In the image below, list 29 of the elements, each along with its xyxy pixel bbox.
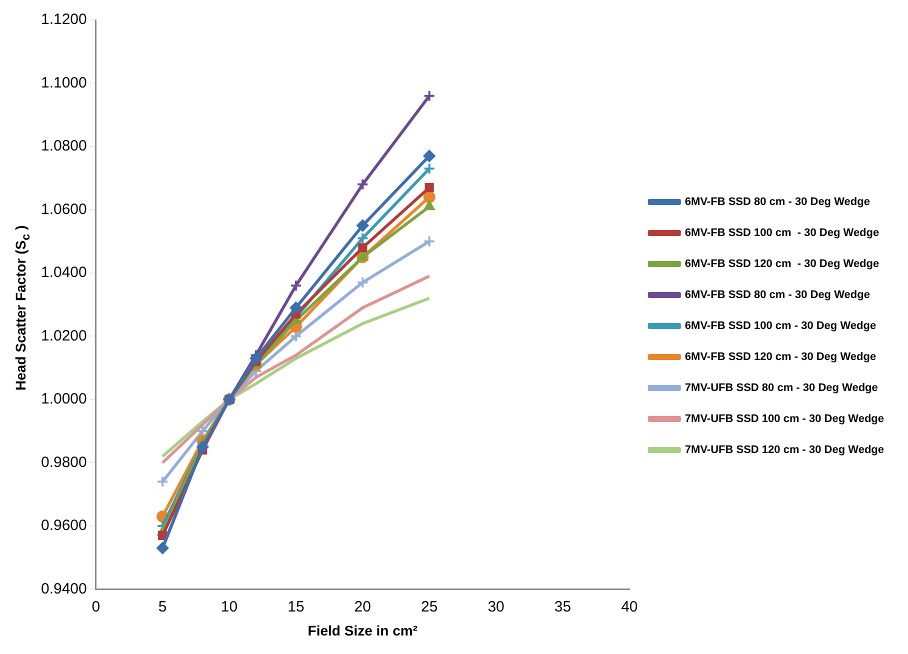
y-tick-label: 0.9400 <box>40 580 87 598</box>
x-tick-label: 25 <box>421 598 438 616</box>
x-tick-label: 0 <box>92 598 100 616</box>
x-tick-label: 30 <box>488 598 504 616</box>
x-tick-label: 40 <box>621 598 638 616</box>
legend-label: 6MV-FB SSD 80 cm - 30 Deg Wedge <box>684 196 870 208</box>
x-tick-label: 15 <box>288 598 304 616</box>
y-tick-label: 1.1200 <box>40 11 87 28</box>
y-tick-label: 1.0400 <box>40 264 87 282</box>
y-tick-label: 1.0000 <box>40 390 87 408</box>
y-tick-label: 1.0200 <box>40 327 87 344</box>
x-axis-title: Field Size in cm² <box>308 622 418 638</box>
y-tick-label: 0.9800 <box>40 454 87 471</box>
x-tick-label: 5 <box>158 598 167 616</box>
x-tick-label: 20 <box>354 598 371 616</box>
y-tick-label: 1.1000 <box>40 74 87 92</box>
x-tick-label: 35 <box>554 598 572 616</box>
legend-label: 6MV-FB SSD 100 cm - 30 Deg Wedge <box>684 227 880 240</box>
legend-label: 6MV-FB SSD 100 cm - 30 Deg Wedge <box>684 320 876 332</box>
legend-label: 7MV-UFB SSD 100 cm - 30 Deg Wedge <box>684 413 884 426</box>
y-tick-label: 1.0600 <box>40 200 87 218</box>
legend-label: 6MV-FB SSD 120 cm - 30 Deg Wedge <box>684 351 876 364</box>
x-tick-label: 10 <box>220 598 238 616</box>
legend-label: 7MV-UFB SSD 120 cm - 30 Deg Wedge <box>684 444 884 456</box>
legend-label: 6MV-FB SSD 120 cm - 30 Deg Wedge <box>684 258 880 270</box>
y-tick-label: 0.9600 <box>40 517 87 534</box>
legend-label: 6MV-FB SSD 80 cm - 30 Deg Wedge <box>684 289 870 302</box>
y-tick-label: 1.0800 <box>40 138 87 155</box>
legend-label: 7MV-UFB SSD 80 cm - 30 Deg Wedge <box>684 382 878 394</box>
